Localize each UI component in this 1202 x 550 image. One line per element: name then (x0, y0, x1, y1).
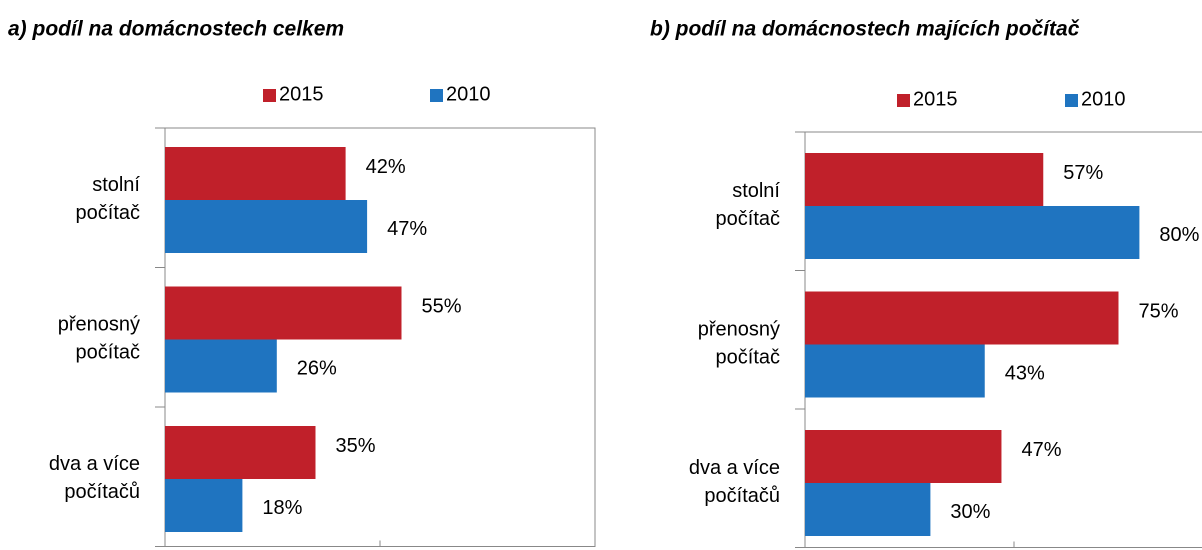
chart-title: a) podíl na domácnostech celkem (8, 18, 344, 41)
bar (165, 339, 277, 393)
legend-label: 2015 (279, 83, 324, 105)
value-label: 18% (262, 497, 302, 519)
category-label: stolní počítač (76, 174, 141, 224)
value-label: 57% (1063, 162, 1103, 184)
category-line: počítačů (64, 481, 140, 503)
legend-label: 2010 (446, 83, 491, 105)
category-label: stolní počítač (716, 180, 781, 230)
bar (165, 286, 402, 340)
legend-swatch (897, 94, 910, 107)
value-label: 47% (387, 218, 427, 240)
category-line: počítač (76, 342, 140, 364)
value-label: 35% (336, 435, 376, 457)
chart-title: b) podíl na domácnostech majících počíta… (650, 18, 1080, 41)
category-line: počítačů (704, 485, 780, 507)
bar (805, 344, 985, 398)
bar (805, 206, 1140, 259)
category-line: počítač (76, 202, 140, 224)
value-label: 47% (1021, 439, 1061, 461)
bar (165, 479, 243, 532)
value-label: 42% (366, 156, 406, 178)
category-label: dva a více počítačů (49, 453, 140, 503)
legend-swatch (430, 89, 443, 102)
category-label: přenosný počítač (698, 319, 780, 369)
bar (165, 426, 316, 479)
category-line: stolní (732, 180, 780, 202)
bar (165, 147, 346, 200)
value-label: 80% (1159, 224, 1199, 246)
legend-label: 2015 (913, 88, 958, 110)
value-label: 26% (297, 357, 337, 379)
category-line: přenosný (58, 314, 140, 336)
category-line: počítač (716, 347, 780, 369)
value-label: 30% (950, 501, 990, 523)
legend-swatch (263, 89, 276, 102)
legend-label: 2010 (1081, 88, 1126, 110)
bar (805, 430, 1002, 483)
value-label: 55% (422, 295, 462, 317)
bar (805, 153, 1044, 206)
category-label: přenosný počítač (58, 314, 140, 364)
bar (805, 483, 931, 536)
legend-swatch (1065, 94, 1078, 107)
bar (165, 200, 368, 253)
category-line: počítač (716, 208, 780, 230)
value-label: 43% (1005, 362, 1045, 384)
category-line: přenosný (698, 319, 780, 341)
category-label: dva a více počítačů (689, 457, 780, 507)
value-label: 75% (1139, 300, 1179, 322)
bar (805, 291, 1119, 345)
category-line: dva a více (689, 457, 780, 479)
category-line: stolní (92, 174, 140, 196)
category-line: dva a více (49, 453, 140, 475)
